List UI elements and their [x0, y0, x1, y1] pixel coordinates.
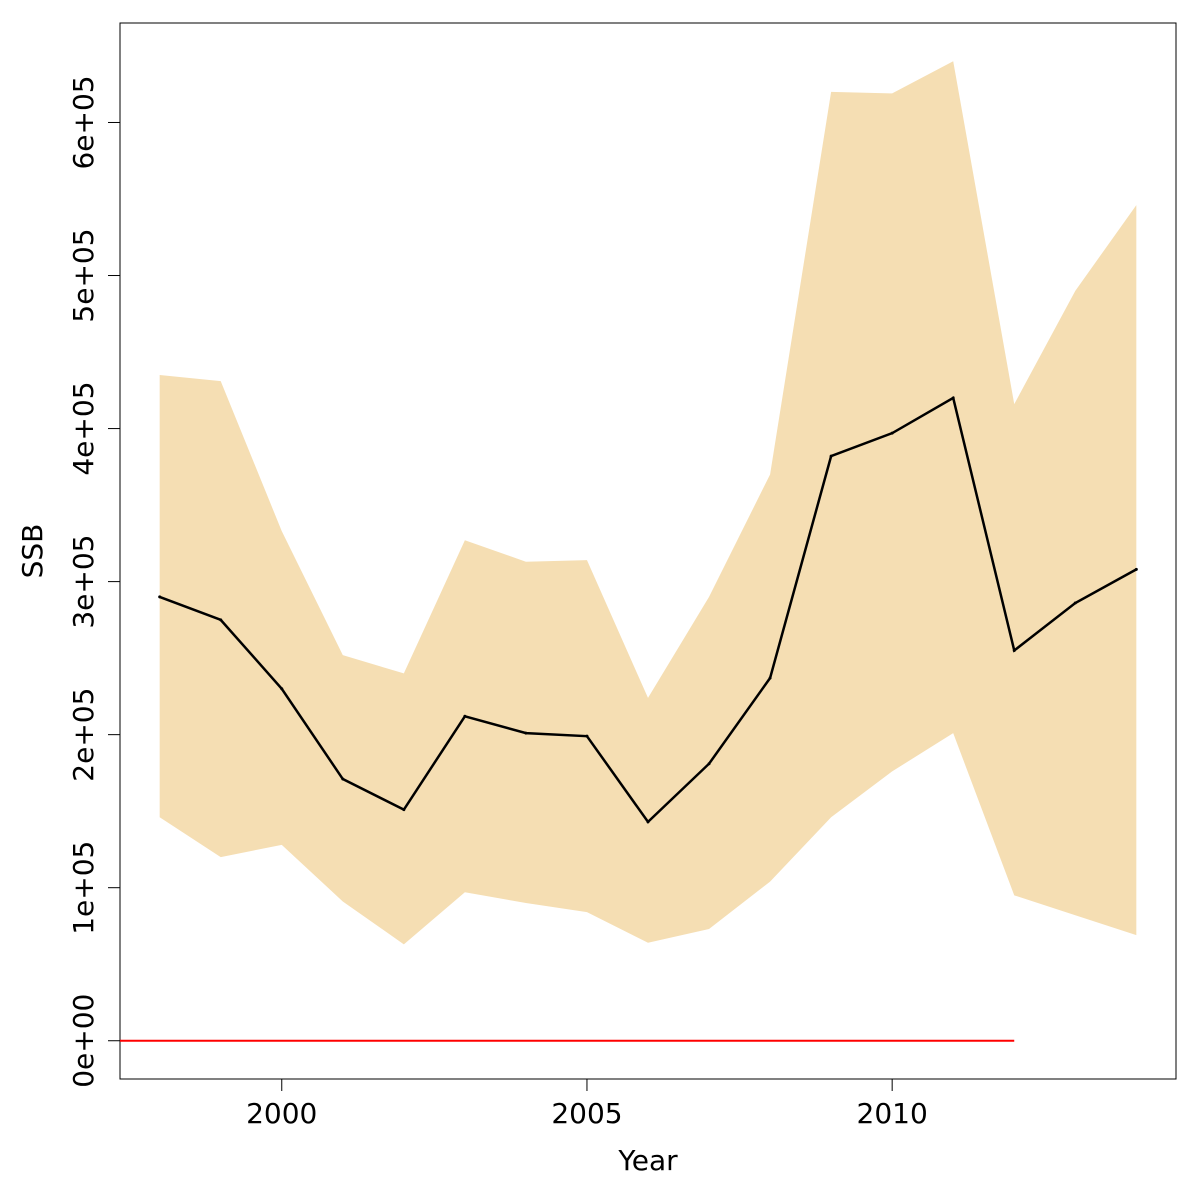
y-tick-label: 6e+05	[67, 75, 100, 169]
x-tick-label: 2005	[551, 1097, 622, 1130]
ssb-point	[402, 808, 406, 812]
ssb-point	[524, 731, 528, 735]
ssb-point	[463, 714, 467, 718]
y-tick-label: 2e+05	[67, 688, 100, 782]
x-axis-title: Year	[617, 1144, 678, 1177]
ssb-point	[1073, 601, 1077, 605]
y-tick-label: 4e+05	[67, 381, 100, 475]
y-tick-label: 1e+05	[67, 841, 100, 935]
y-tick-label: 3e+05	[67, 535, 100, 629]
ssb-point	[768, 676, 772, 680]
x-tick-label: 2000	[246, 1097, 317, 1130]
y-tick-label: 5e+05	[67, 228, 100, 322]
plot-frame	[119, 22, 1177, 1080]
ssb-point	[1134, 567, 1138, 571]
ssb-point	[585, 734, 589, 738]
ssb-point	[1012, 648, 1016, 652]
ssb-point	[829, 454, 833, 458]
ssb-point	[219, 618, 223, 622]
y-tick-label: 0e+00	[67, 994, 100, 1088]
ssb-point	[341, 777, 345, 781]
ssb-point	[707, 762, 711, 766]
y-axis-title: SSB	[16, 524, 49, 579]
confidence-band	[159, 61, 1137, 945]
ssb-point	[280, 687, 284, 691]
ssb-point	[951, 396, 955, 400]
ssb-point	[158, 595, 162, 599]
ssb-point	[646, 820, 650, 824]
x-tick-label: 2010	[857, 1097, 928, 1130]
ssb-point	[890, 431, 894, 435]
